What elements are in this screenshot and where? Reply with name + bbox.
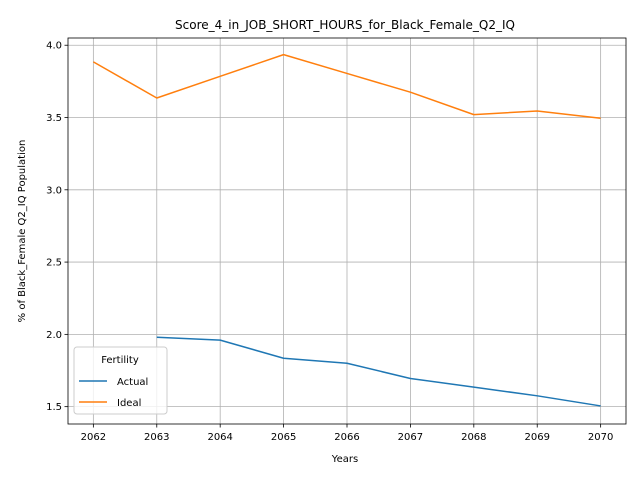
plot-area bbox=[92, 53, 601, 407]
x-tick-label: 2068 bbox=[461, 432, 486, 443]
y-tick-label: 2.0 bbox=[46, 330, 62, 341]
x-axis-label: Years bbox=[331, 454, 358, 465]
x-tick-label: 2063 bbox=[144, 432, 169, 443]
legend-title: Fertility bbox=[101, 355, 139, 366]
legend-label-ideal: Ideal bbox=[117, 398, 141, 409]
y-tick-label: 2.5 bbox=[46, 258, 62, 269]
axis-ticks: 2062 2063 2064 2065 2066 2067 2068 2069 2070 1.5 2… bbox=[46, 41, 613, 443]
x-tick-label: 2066 bbox=[334, 432, 359, 443]
legend-box bbox=[73, 346, 168, 415]
chart-title: Score_4_in_JOB_SHORT_HOURS_for_Black_Fem… bbox=[175, 18, 515, 32]
x-tick-label: 2069 bbox=[525, 432, 550, 443]
series-line-ideal bbox=[92, 53, 601, 119]
grid bbox=[68, 38, 626, 424]
x-tick-label: 2064 bbox=[207, 432, 232, 443]
y-tick-label: 3.5 bbox=[46, 113, 62, 124]
x-tick-label: 2067 bbox=[398, 432, 423, 443]
legend-label-actual: Actual bbox=[117, 377, 148, 388]
y-axis-label: % of Black_Female Q2_IQ Population bbox=[17, 140, 28, 323]
y-tick-label: 4.0 bbox=[46, 41, 62, 52]
x-tick-label: 2062 bbox=[81, 432, 106, 443]
x-tick-label: 2070 bbox=[588, 432, 613, 443]
series-line-actual bbox=[156, 336, 601, 407]
x-tick-label: 2065 bbox=[271, 432, 296, 443]
y-tick-label: 3.0 bbox=[46, 185, 62, 196]
legend: Fertility Actual Ideal bbox=[73, 346, 168, 415]
y-tick-label: 1.5 bbox=[46, 402, 62, 413]
